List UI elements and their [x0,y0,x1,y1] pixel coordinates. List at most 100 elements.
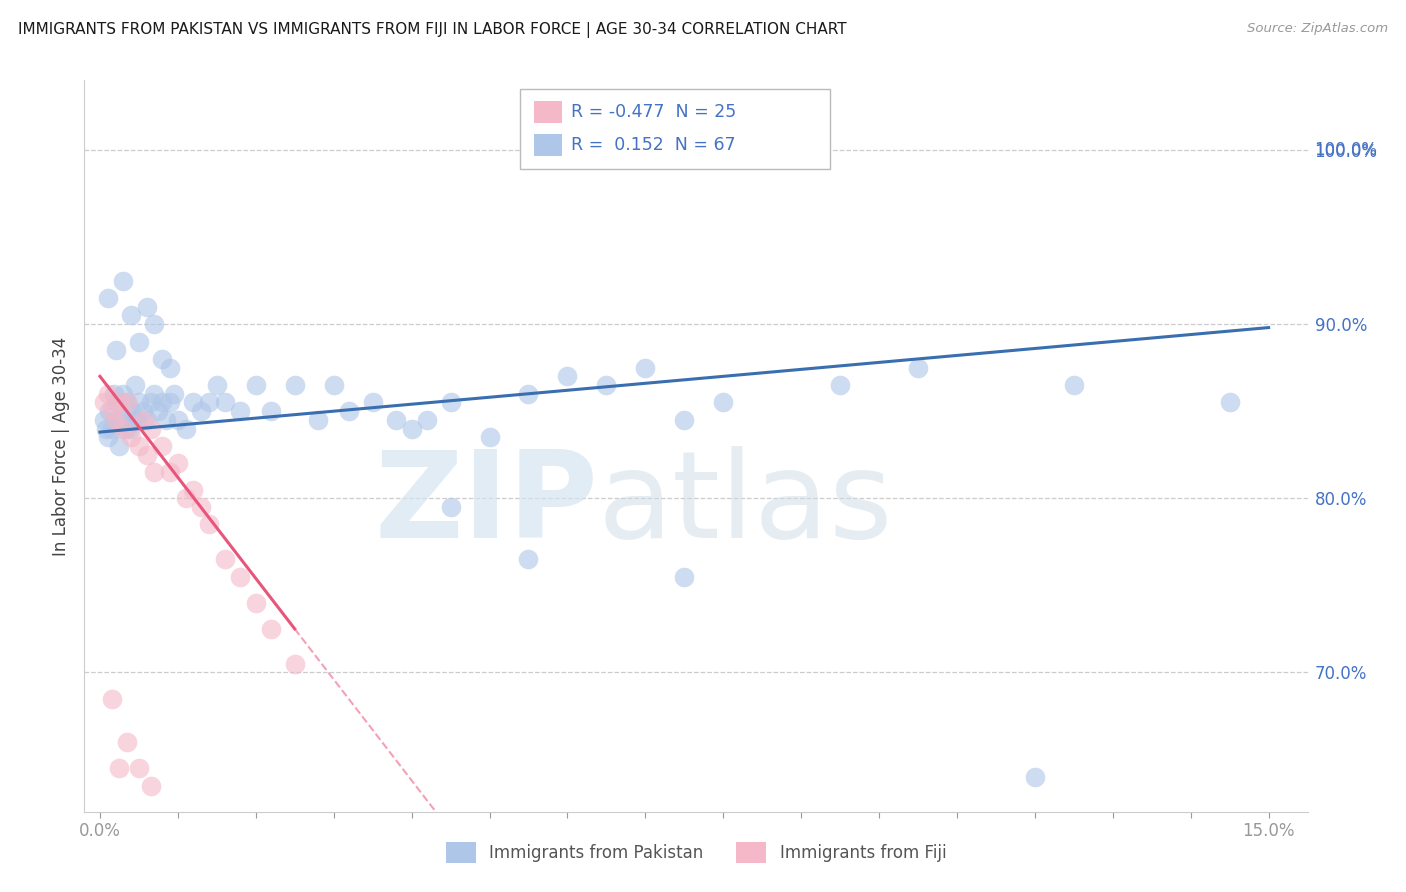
Point [143,386,166,401]
Text: ZIP: ZIP [374,446,598,563]
Point [96,421,118,435]
Point [93,395,115,409]
Point [159,360,181,375]
Point [163,386,186,401]
Point [150,351,173,366]
Point [112,386,135,401]
Point [115,395,138,409]
Point [673,569,696,583]
Point [198,517,221,532]
Point [132,413,155,427]
Point [229,569,252,583]
Point [112,274,135,288]
Point [121,413,143,427]
Point [337,404,360,418]
Point [128,439,150,453]
Point [198,395,221,409]
Point [104,413,127,427]
Point [100,404,122,418]
Point [229,404,252,418]
Point [100,691,122,706]
Point [1024,770,1046,784]
Point [439,500,461,514]
Point [120,309,142,323]
Point [135,448,157,462]
Text: Source: ZipAtlas.com: Source: ZipAtlas.com [1247,22,1388,36]
Point [517,386,540,401]
Point [97,291,120,305]
Point [711,395,734,409]
Point [260,404,283,418]
Point [105,395,128,409]
Point [135,413,157,427]
Point [401,421,423,435]
Point [150,439,173,453]
Point [143,317,166,331]
Point [111,413,134,427]
Text: 100.0%: 100.0% [1315,141,1378,159]
Point [595,378,617,392]
Point [118,421,141,435]
Point [1063,378,1085,392]
Point [634,360,657,375]
Point [135,300,157,314]
Point [322,378,344,392]
Point [166,457,188,471]
Point [103,386,125,401]
Point [673,413,696,427]
Point [139,395,162,409]
Point [150,395,173,409]
Text: IMMIGRANTS FROM PAKISTAN VS IMMIGRANTS FROM FIJI IN LABOR FORCE | AGE 30-34 CORR: IMMIGRANTS FROM PAKISTAN VS IMMIGRANTS F… [18,22,846,38]
Point [100,421,122,435]
Point [132,404,155,418]
Point [307,413,329,427]
Text: R =  0.152  N = 67: R = 0.152 N = 67 [571,136,735,154]
Point [108,395,131,409]
Point [166,413,188,427]
Legend: Immigrants from Pakistan, Immigrants from Fiji: Immigrants from Pakistan, Immigrants fro… [439,836,953,869]
Point [385,413,408,427]
Point [115,395,138,409]
Point [174,421,197,435]
Point [245,378,267,392]
Point [128,395,150,409]
Point [214,395,236,409]
Point [120,404,142,418]
Point [205,378,228,392]
Point [183,483,205,497]
Point [128,761,150,775]
Point [104,343,127,358]
Point [174,491,197,506]
Point [416,413,439,427]
Point [139,421,162,435]
Point [361,395,384,409]
Point [830,378,852,392]
Point [190,404,212,418]
Point [183,395,205,409]
Point [115,735,138,749]
Point [93,413,115,427]
Point [155,413,177,427]
Point [124,378,146,392]
Point [190,500,212,514]
Point [97,430,120,444]
Point [907,360,929,375]
Point [104,413,127,427]
Point [112,421,135,435]
Point [98,404,121,418]
Point [260,622,283,636]
Point [108,439,131,453]
Point [108,761,131,775]
Point [284,378,307,392]
Text: atlas: atlas [598,446,894,563]
Point [127,413,149,427]
Point [214,552,236,566]
Point [557,369,579,384]
Point [159,395,181,409]
Y-axis label: In Labor Force | Age 30-34: In Labor Force | Age 30-34 [52,336,70,556]
Point [139,779,162,793]
Point [439,395,461,409]
Point [120,430,142,444]
Point [284,657,307,671]
Point [1219,395,1241,409]
